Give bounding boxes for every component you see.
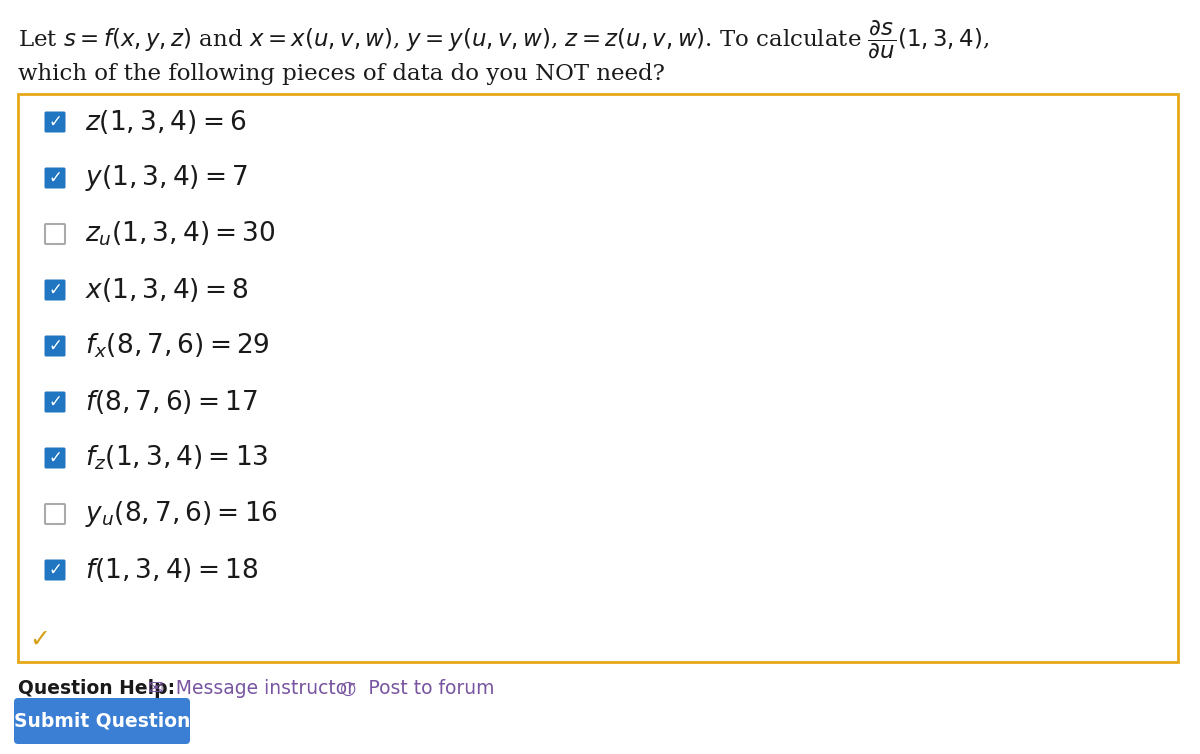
Text: $x(1, 3, 4) = 8$: $x(1, 3, 4) = 8$ xyxy=(85,276,248,304)
FancyBboxPatch shape xyxy=(44,391,66,412)
FancyBboxPatch shape xyxy=(44,448,66,468)
Text: ✓: ✓ xyxy=(48,337,62,355)
FancyBboxPatch shape xyxy=(44,280,66,301)
FancyBboxPatch shape xyxy=(44,167,66,188)
Text: which of the following pieces of data do you NOT need?: which of the following pieces of data do… xyxy=(18,63,665,85)
Text: Let $s = f(x, y, z)$ and $x = x(u, v, w)$, $y = y(u, v, w)$, $z = z(u, v, w)$. T: Let $s = f(x, y, z)$ and $x = x(u, v, w)… xyxy=(18,18,989,60)
FancyBboxPatch shape xyxy=(46,224,65,244)
Text: ✓: ✓ xyxy=(48,113,62,131)
Text: $f(1, 3, 4) = 18$: $f(1, 3, 4) = 18$ xyxy=(85,556,258,584)
Text: Submit Question: Submit Question xyxy=(14,712,190,731)
Text: ✓: ✓ xyxy=(48,281,62,299)
Text: ✉  Message instructor: ✉ Message instructor xyxy=(148,679,355,697)
Text: $f_x(8, 7, 6) = 29$: $f_x(8, 7, 6) = 29$ xyxy=(85,332,270,360)
Text: $z_u(1, 3, 4) = 30$: $z_u(1, 3, 4) = 30$ xyxy=(85,219,276,248)
Text: $y_u(8, 7, 6) = 16$: $y_u(8, 7, 6) = 16$ xyxy=(85,499,278,529)
Text: ✓: ✓ xyxy=(48,393,62,411)
Text: ✓: ✓ xyxy=(30,628,50,652)
Text: ✓: ✓ xyxy=(48,449,62,467)
FancyBboxPatch shape xyxy=(14,698,190,744)
FancyBboxPatch shape xyxy=(46,504,65,524)
Text: $f(8, 7, 6) = 17$: $f(8, 7, 6) = 17$ xyxy=(85,388,258,416)
Text: $y(1, 3, 4) = 7$: $y(1, 3, 4) = 7$ xyxy=(85,163,248,193)
Text: Question Help:: Question Help: xyxy=(18,679,175,697)
Text: ○  Post to forum: ○ Post to forum xyxy=(340,679,494,697)
Text: ✓: ✓ xyxy=(48,561,62,579)
Text: $z(1, 3, 4) = 6$: $z(1, 3, 4) = 6$ xyxy=(85,108,246,136)
Text: ✓: ✓ xyxy=(48,169,62,187)
FancyBboxPatch shape xyxy=(44,559,66,581)
FancyBboxPatch shape xyxy=(18,94,1178,662)
FancyBboxPatch shape xyxy=(44,112,66,133)
Text: $f_z(1, 3, 4) = 13$: $f_z(1, 3, 4) = 13$ xyxy=(85,444,269,472)
FancyBboxPatch shape xyxy=(44,336,66,357)
